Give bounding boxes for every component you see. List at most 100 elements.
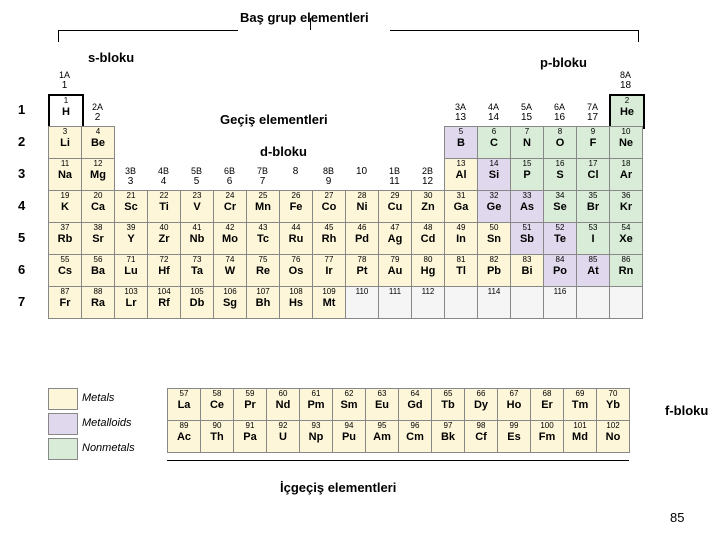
element-Ti: 22Ti (147, 190, 181, 223)
element-Ir: 77Ir (312, 254, 346, 287)
group-header-14: 4A14 (477, 102, 510, 123)
main-group-label: Baş grup elementleri (240, 10, 369, 25)
element-Se: 34Se (543, 190, 577, 223)
element-Th: 90Th (200, 420, 234, 453)
element-In: 49In (444, 222, 478, 255)
element-Cu: 29Cu (378, 190, 412, 223)
period-label-3: 3 (18, 166, 25, 181)
element-Cl: 17Cl (576, 158, 610, 191)
element-Db: 105Db (180, 286, 214, 319)
element-110: 110 (345, 286, 379, 319)
element-K: 19K (48, 190, 82, 223)
group-header-7: 7B7 (246, 166, 279, 187)
element-Ta: 73Ta (180, 254, 214, 287)
element-Li: 3Li (48, 126, 82, 159)
legend-text-Metals: Metals (82, 392, 114, 404)
element-Ho: 67Ho (497, 388, 531, 421)
element-Au: 79Au (378, 254, 412, 287)
element-Te: 52Te (543, 222, 577, 255)
element-Tb: 65Tb (431, 388, 465, 421)
group-header-6: 6B6 (213, 166, 246, 187)
element-Er: 68Er (530, 388, 564, 421)
main-group-bracket-left (58, 30, 238, 31)
legend-box-Metals (48, 388, 78, 410)
p-block-label: p-bloku (540, 55, 587, 70)
element-Fe: 26Fe (279, 190, 313, 223)
element-Rn: 86Rn (609, 254, 643, 287)
element-Sg: 106Sg (213, 286, 247, 319)
legend-text-Metalloids: Metalloids (82, 417, 132, 429)
d-block-label: d-bloku (260, 144, 307, 159)
element-V: 23V (180, 190, 214, 223)
element-He: 2He (609, 94, 645, 129)
element-Br: 35Br (576, 190, 610, 223)
element-H: 1H (48, 94, 84, 129)
group-header-16: 6A16 (543, 102, 576, 123)
element-Sc: 21Sc (114, 190, 148, 223)
element-Pu: 94Pu (332, 420, 366, 453)
element-Tc: 43Tc (246, 222, 280, 255)
legend-text-Nonmetals: Nonmetals (82, 442, 135, 454)
element-blank (576, 286, 610, 319)
element-116: 116 (543, 286, 577, 319)
element-Fm: 100Fm (530, 420, 564, 453)
transition-label: Geçiş elementleri (220, 112, 328, 127)
element-Zn: 30Zn (411, 190, 445, 223)
element-Hg: 80Hg (411, 254, 445, 287)
element-Re: 75Re (246, 254, 280, 287)
bracket-drop-mid (310, 18, 311, 30)
group-header-8: 8 (279, 166, 312, 177)
element-112: 112 (411, 286, 445, 319)
element-Rh: 45Rh (312, 222, 346, 255)
element-Ac: 89Ac (167, 420, 201, 453)
main-group-bracket-right (390, 30, 638, 31)
element-O: 8O (543, 126, 577, 159)
element-La: 57La (167, 388, 201, 421)
period-label-5: 5 (18, 230, 25, 245)
element-Co: 27Co (312, 190, 346, 223)
page-number: 85 (670, 510, 684, 525)
element-Rf: 104Rf (147, 286, 181, 319)
element-Ge: 32Ge (477, 190, 511, 223)
element-N: 7N (510, 126, 544, 159)
period-label-2: 2 (18, 134, 25, 149)
element-Fr: 87Fr (48, 286, 82, 319)
element-111: 111 (378, 286, 412, 319)
element-Si: 14Si (477, 158, 511, 191)
element-Ag: 47Ag (378, 222, 412, 255)
f-block-bracket (167, 460, 629, 461)
group-header-9: 8B9 (312, 166, 345, 187)
group-header-2: 2A2 (81, 102, 114, 123)
group-header-17: 7A17 (576, 102, 609, 123)
element-Yb: 70Yb (596, 388, 630, 421)
element-Dy: 66Dy (464, 388, 498, 421)
element-Rb: 37Rb (48, 222, 82, 255)
group-header-18: 8A18 (609, 70, 642, 91)
element-Mt: 109Mt (312, 286, 346, 319)
group-header-10: 10 (345, 166, 378, 177)
element-blank (609, 286, 643, 319)
element-114: 114 (477, 286, 511, 319)
group-header-11: 1B11 (378, 166, 411, 187)
group-header-15: 5A15 (510, 102, 543, 123)
element-Hs: 108Hs (279, 286, 313, 319)
period-label-7: 7 (18, 294, 25, 309)
element-Pb: 82Pb (477, 254, 511, 287)
element-Cf: 98Cf (464, 420, 498, 453)
element-Tm: 69Tm (563, 388, 597, 421)
element-W: 74W (213, 254, 247, 287)
legend-box-Metalloids (48, 413, 78, 435)
element-Ce: 58Ce (200, 388, 234, 421)
f-block-label: f-bloku (665, 403, 708, 418)
element-C: 6C (477, 126, 511, 159)
element-Sr: 38Sr (81, 222, 115, 255)
element-Xe: 54Xe (609, 222, 643, 255)
element-U: 92U (266, 420, 300, 453)
element-Sn: 50Sn (477, 222, 511, 255)
element-Ba: 56Ba (81, 254, 115, 287)
element-Cm: 96Cm (398, 420, 432, 453)
element-Pd: 46Pd (345, 222, 379, 255)
element-Kr: 36Kr (609, 190, 643, 223)
bracket-drop-1 (58, 30, 59, 42)
element-Ar: 18Ar (609, 158, 643, 191)
